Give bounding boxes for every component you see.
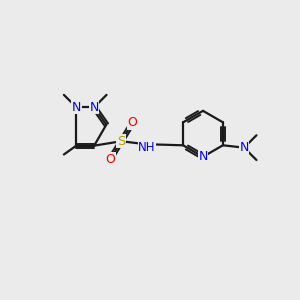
Text: N: N [198,150,208,163]
Text: N: N [72,101,81,114]
Text: S: S [117,135,125,148]
Text: O: O [128,116,137,130]
Text: NH: NH [138,141,156,154]
Text: O: O [105,153,115,166]
Text: N: N [89,101,99,114]
Text: N: N [239,141,249,154]
